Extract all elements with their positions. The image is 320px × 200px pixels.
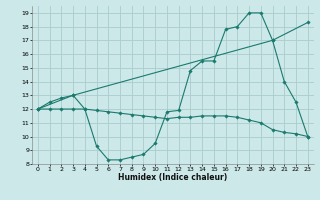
X-axis label: Humidex (Indice chaleur): Humidex (Indice chaleur) bbox=[118, 173, 228, 182]
